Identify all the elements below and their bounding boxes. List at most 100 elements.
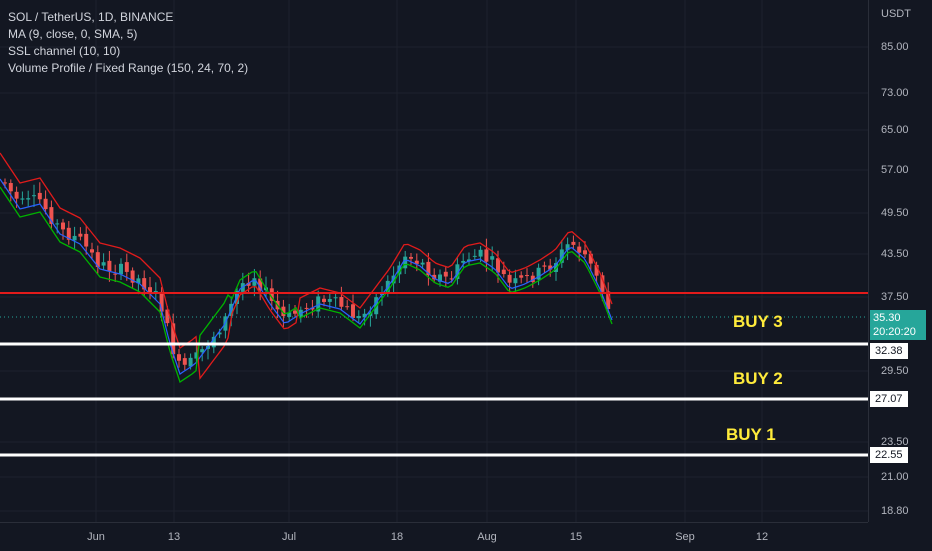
last-price: 35.30 (873, 312, 901, 324)
candle-body (142, 278, 147, 290)
time-axis[interactable]: Jun 13 Jul 18 Aug 15 Sep 12 (0, 522, 868, 551)
legend-symbol[interactable]: SOL / TetherUS, 1D, BINANCE (8, 10, 174, 24)
candle-body (43, 198, 48, 210)
candle-body (287, 312, 292, 317)
candle-body (513, 278, 518, 284)
candle-body (484, 249, 489, 262)
candle-body (95, 252, 100, 267)
candle-body (519, 275, 524, 278)
buy-1-label: BUY 1 (726, 425, 776, 444)
candle-body (327, 298, 332, 302)
ssl-channel-down-line (0, 152, 613, 381)
candle-body (32, 195, 36, 197)
candle-body (37, 192, 42, 200)
candle-body (461, 260, 466, 263)
candle-body (200, 349, 205, 353)
candle-body (403, 256, 408, 269)
candle-body (148, 287, 152, 295)
last-price-tag: 35.30 20:20:20 (870, 310, 926, 340)
candle-body (153, 290, 158, 292)
candle-body (577, 246, 582, 253)
candle-body (490, 256, 495, 260)
price-tick: 73.00 (881, 87, 909, 99)
candle-body (258, 278, 263, 291)
candle-body (548, 265, 553, 270)
candle-body (588, 253, 593, 264)
candle-body (467, 259, 471, 262)
candle-body (501, 269, 506, 275)
price-axis[interactable]: USDT 85.00 73.00 65.00 57.00 49.50 43.50… (868, 0, 932, 522)
price-tick: 37.50 (881, 291, 909, 303)
price-tick: 29.50 (881, 365, 909, 377)
legend-ma[interactable]: MA (9, close, 0, SMA, 5) (8, 27, 138, 41)
candle-body (351, 304, 355, 318)
candle-body (449, 278, 454, 280)
candle-body (536, 267, 541, 280)
candle-body (130, 270, 135, 283)
candle-body (165, 309, 170, 324)
time-tick: 13 (167, 531, 181, 543)
candle-body (217, 332, 222, 335)
ssl-channel-up-line (0, 186, 613, 384)
candle-body (177, 354, 181, 361)
candle-body (211, 336, 216, 348)
time-tick: 12 (755, 531, 769, 543)
level-tag-buy-3: 32.38 (870, 343, 908, 359)
candle-body (252, 278, 257, 286)
candle-body (107, 260, 112, 272)
candle-body (90, 249, 94, 253)
candle-body (525, 275, 529, 277)
candle-body (269, 288, 274, 301)
price-tick: 23.50 (881, 436, 909, 448)
candle-body (61, 222, 65, 230)
time-tick: Aug (477, 531, 497, 543)
candle-body (316, 296, 321, 312)
candle-body (281, 306, 286, 317)
candle-body (293, 310, 297, 314)
candle-body (420, 262, 425, 265)
candle-body (20, 198, 25, 200)
chart-legend: SOL / TetherUS, 1D, BINANCE MA (9, close… (8, 9, 248, 77)
candle-body (322, 298, 326, 302)
price-tick: 18.80 (881, 505, 909, 517)
candle-body (8, 183, 13, 192)
candle-body (26, 198, 31, 200)
candle-body (182, 358, 187, 365)
buy-2-label: BUY 2 (733, 369, 783, 388)
time-tick: Sep (675, 531, 695, 543)
candle-body (304, 307, 309, 309)
candle-body (426, 261, 431, 276)
time-tick: 18 (390, 531, 404, 543)
candlestick-chart[interactable] (0, 0, 868, 522)
time-tick: Jul (281, 531, 297, 543)
bar-countdown: 20:20:20 (873, 326, 916, 338)
currency-label: USDT (881, 8, 911, 20)
candle-body (246, 282, 251, 286)
candle-body (310, 307, 315, 310)
candle-body (507, 274, 512, 283)
candle-body (333, 297, 338, 299)
legend-volume-profile[interactable]: Volume Profile / Fixed Range (150, 24, 7… (8, 61, 249, 75)
candle-body (472, 255, 477, 257)
candle-body (345, 306, 350, 308)
candle-body (66, 227, 71, 240)
chart-plot-area[interactable] (0, 0, 868, 522)
candle-body (136, 278, 141, 284)
price-tick: 43.50 (881, 248, 909, 260)
candle-body (159, 291, 164, 312)
candle-body (455, 264, 460, 280)
candle-body (391, 275, 396, 284)
candle-body (356, 316, 361, 319)
price-tick: 49.50 (881, 207, 909, 219)
price-tick: 65.00 (881, 124, 909, 136)
price-tick: 85.00 (881, 41, 909, 53)
candle-body (432, 274, 437, 280)
legend-ssl[interactable]: SSL channel (10, 10) (8, 44, 121, 58)
candle-body (594, 264, 599, 276)
candle-body (397, 265, 402, 275)
candle-body (542, 265, 547, 267)
time-tick: 15 (569, 531, 583, 543)
candle-body (414, 260, 419, 264)
candle-body (72, 235, 77, 241)
candle-body (409, 256, 413, 259)
